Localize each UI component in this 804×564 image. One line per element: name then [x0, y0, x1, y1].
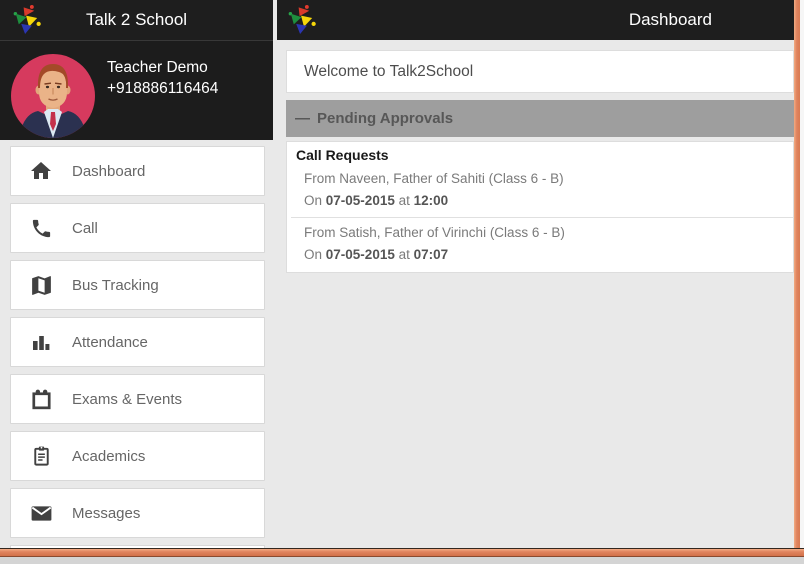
- main-header: Dashboard: [277, 0, 794, 40]
- phone-icon: [27, 215, 55, 241]
- sidebar-item-label: Exams & Events: [72, 390, 183, 408]
- request-time: 07:07: [413, 247, 449, 262]
- sidebar-item-label: Call: [72, 219, 98, 237]
- request-date: 07-05-2015: [325, 193, 395, 208]
- talk2school-logo-icon: [287, 4, 318, 40]
- profile-section: Teacher Demo +918886116464: [0, 40, 273, 140]
- request-time: 12:00: [413, 193, 449, 208]
- talk2school-logo-icon: [12, 4, 43, 40]
- sidebar-item-call[interactable]: Call: [10, 203, 265, 253]
- request-from-text: From Naveen, Father of Sahiti (Class 6 -…: [304, 171, 564, 186]
- bar-chart-icon: [27, 329, 55, 355]
- sidebar-item-partial[interactable]: [10, 545, 265, 549]
- home-icon: [27, 158, 55, 184]
- envelope-icon: [27, 500, 55, 526]
- sidebar-item-attendance[interactable]: Attendance: [10, 317, 265, 367]
- app-title: Talk 2 School: [85, 10, 188, 29]
- clipboard-icon: [27, 443, 55, 469]
- sidebar-item-academics[interactable]: Academics: [10, 431, 265, 481]
- request-date: 07-05-2015: [325, 247, 395, 262]
- at-label: at: [398, 193, 410, 208]
- welcome-text: Welcome to Talk2School: [304, 62, 474, 80]
- page-title: Dashboard: [628, 10, 712, 29]
- sidebar-item-label: Dashboard: [72, 162, 146, 180]
- pending-approvals-label: Pending Approvals: [317, 110, 454, 127]
- main-body: Welcome to Talk2School — Pending Approva…: [286, 40, 794, 273]
- welcome-card: Welcome to Talk2School: [286, 50, 794, 93]
- sidebar-item-exams-events[interactable]: Exams & Events: [10, 374, 265, 424]
- call-request-item[interactable]: From Naveen, Father of Sahiti (Class 6 -…: [287, 171, 793, 209]
- sidebar-item-dashboard[interactable]: Dashboard: [10, 146, 265, 196]
- pending-approvals-header[interactable]: — Pending Approvals: [286, 100, 794, 137]
- request-from-text: From Satish, Father of Virinchi (Class 6…: [304, 225, 565, 240]
- on-label: On: [304, 193, 323, 208]
- sidebar-header: Talk 2 School: [0, 0, 273, 40]
- at-label: at: [398, 247, 410, 262]
- window-frame-bottom-edge: [0, 557, 804, 564]
- on-label: On: [304, 247, 323, 262]
- call-request-item[interactable]: From Satish, Father of Virinchi (Class 6…: [287, 225, 793, 263]
- sidebar-item-bus-tracking[interactable]: Bus Tracking: [10, 260, 265, 310]
- map-icon: [27, 272, 55, 298]
- sidebar-item-label: Bus Tracking: [72, 276, 159, 294]
- window-frame-bottom: [0, 548, 804, 557]
- window-frame-right: [794, 0, 800, 548]
- profile-name: Teacher Demo: [107, 59, 208, 76]
- sidebar: Talk 2 School: [0, 0, 273, 549]
- profile-text: Teacher Demo +918886116464: [107, 57, 218, 99]
- sidebar-item-label: Messages: [72, 504, 141, 522]
- call-requests-card: Call Requests From Naveen, Father of Sah…: [286, 141, 794, 273]
- sidebar-menu: Dashboard Call Bus Tracking: [10, 146, 265, 549]
- sidebar-item-messages[interactable]: Messages: [10, 488, 265, 538]
- avatar: [11, 54, 95, 138]
- profile-phone: +918886116464: [107, 80, 219, 97]
- request-datetime-text: On 07-05-2015 at 12:00: [304, 193, 793, 209]
- main-panel: Dashboard Welcome to Talk2School — Pendi…: [277, 0, 794, 548]
- request-datetime-text: On 07-05-2015 at 07:07: [304, 247, 793, 263]
- calendar-icon: [27, 386, 55, 412]
- sidebar-item-label: Academics: [72, 447, 146, 465]
- call-requests-title: Call Requests: [296, 147, 389, 163]
- divider: [291, 217, 793, 218]
- sidebar-item-label: Attendance: [72, 333, 148, 351]
- window-frame-right-edge: [800, 0, 804, 548]
- collapse-minus-icon: —: [295, 110, 310, 127]
